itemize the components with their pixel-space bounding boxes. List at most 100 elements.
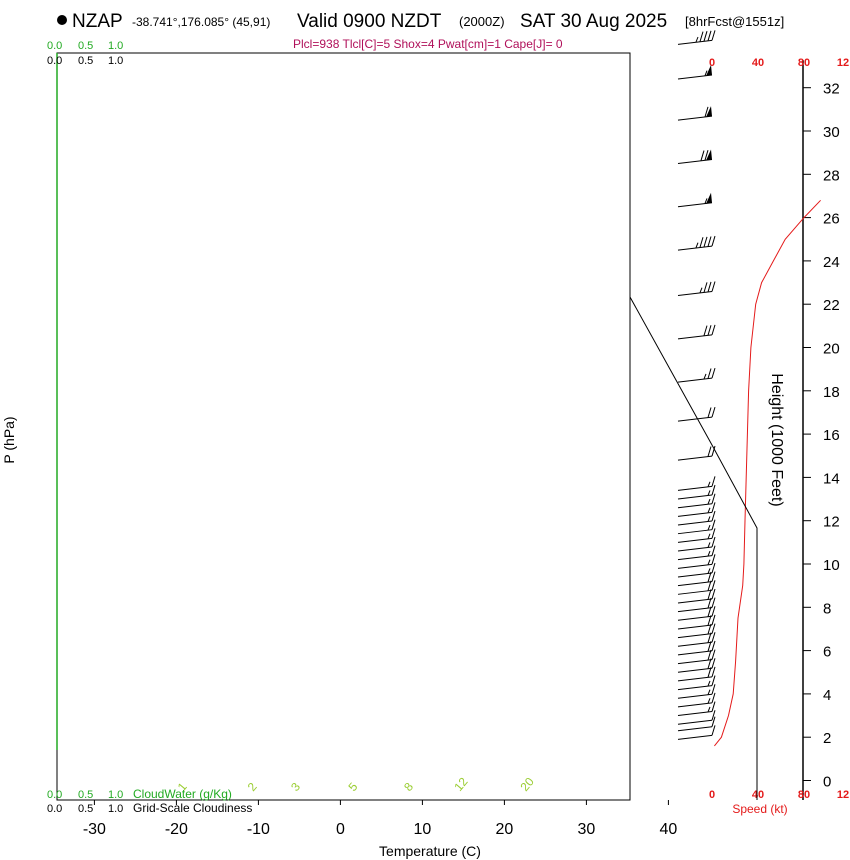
utc-time: (2000Z): [459, 14, 505, 29]
wind-barb: [677, 30, 716, 45]
wind-barb: [677, 684, 716, 699]
height-tick-label: 26: [823, 211, 840, 228]
height-tick-label: 0: [823, 774, 831, 791]
forecast-date: SAT 30 Aug 2025: [520, 11, 667, 32]
wind-barb: [677, 502, 716, 517]
temperature-tick-label: 40: [660, 821, 678, 838]
temperature-tick-label: 10: [414, 821, 432, 838]
wind-barb: [677, 476, 716, 491]
height-tick-label: 4: [823, 687, 831, 704]
mixing-ratio-label: 20: [517, 774, 537, 793]
cloudwater-label: CloudWater (g/Kg): [133, 787, 232, 801]
wind-barb: [677, 632, 716, 647]
mixing-ratio-label: 2: [245, 780, 260, 794]
wind-barb: [677, 106, 713, 121]
mixing-ratio-label: 8: [401, 780, 416, 794]
station-coords: -38.741°,176.085° (45,91): [132, 15, 270, 29]
cloudiness-scale-top: 0.0: [47, 55, 62, 67]
wind-barb: [677, 493, 716, 509]
cloudiness-scale-top: 1.0: [108, 55, 123, 67]
wind-barb: [677, 149, 713, 164]
wind-barb: [677, 484, 716, 500]
wind-barb: [677, 562, 716, 578]
wind-barb: [677, 658, 716, 673]
temperature-tick-label: 30: [578, 821, 596, 838]
wind-barb: [677, 554, 716, 569]
plot-frame: [56, 52, 631, 801]
speed-tick-label-top: 12: [837, 57, 849, 69]
cloudiness-scale-bottom: 0.5: [78, 803, 93, 815]
temperature-tick-label: -20: [165, 821, 188, 838]
station-bullet-icon: [57, 15, 67, 25]
height-tick-label: 14: [823, 470, 840, 487]
cloudwater-scale-bottom: 1.0: [108, 789, 123, 801]
wind-barb: [677, 510, 716, 526]
height-tick-label: 28: [823, 167, 840, 184]
cloudiness-scale-bottom: 1.0: [108, 803, 123, 815]
height-tick-label: 24: [823, 254, 840, 271]
wind-barb: [677, 519, 716, 535]
wind-barb: [677, 649, 716, 665]
speed-tick-label-top: 80: [798, 57, 810, 69]
height-tick-label: 30: [823, 124, 840, 141]
cloudwater-scale-top: 1.0: [108, 40, 123, 52]
wind-barb: [677, 606, 716, 621]
cloudiness-scale-bottom: 0.0: [47, 803, 62, 815]
height-tick-label: 6: [823, 644, 831, 661]
cloudiness-scale-top: 0.5: [78, 55, 93, 67]
height-tick-label: 16: [823, 427, 840, 444]
valid-time: Valid 0900 NZDT: [297, 11, 442, 32]
wind-barb: [677, 528, 716, 543]
sounding-indices: Plcl=938 Tlcl[C]=5 Shox=4 Pwat[cm]=1 Cap…: [293, 37, 563, 51]
station-id: NZAP: [72, 11, 123, 32]
wind-barb: [677, 281, 716, 297]
cloudwater-scale-bottom: 0.0: [47, 789, 62, 801]
speed-tick-label-bottom: 12: [837, 789, 849, 801]
wind-barb: [677, 692, 716, 708]
wind-barb: [677, 545, 716, 561]
forecast-info: [8hrFcst@1551z]: [685, 14, 784, 29]
y-axis-label: P (hPa): [1, 416, 17, 463]
temperature-tick-label: -30: [83, 821, 106, 838]
height-tick-label: 32: [823, 81, 840, 98]
wind-barb: [677, 614, 716, 630]
height-tick-label: 2: [823, 730, 831, 747]
speed-tick-label-bottom: 0: [709, 789, 715, 801]
mixing-ratio-label: 3: [288, 780, 303, 794]
wind-speed-profile: [714, 199, 821, 747]
cloudwater-scale-bottom: 0.5: [78, 789, 93, 801]
mixing-ratio-label: 5: [345, 780, 360, 794]
mixing-ratio-label: 12: [451, 774, 471, 793]
wind-barb: [677, 640, 716, 656]
wind-barb: [677, 536, 716, 552]
wind-barb: [677, 445, 716, 461]
wind-barb: [677, 406, 716, 422]
temperature-tick-label: 20: [496, 821, 514, 838]
wind-barb: [677, 725, 716, 740]
height-tick-label: 22: [823, 297, 840, 314]
speed-tick-label-bottom: 40: [752, 789, 764, 801]
temperature-tick-label: 0: [336, 821, 345, 838]
wind-barb: [677, 710, 716, 725]
cloudiness-label: Grid-Scale Cloudiness: [133, 801, 252, 815]
wind-barb: [677, 597, 716, 613]
wind-barb: [677, 367, 716, 383]
wind-barb: [677, 701, 716, 717]
height-tick-label: 18: [823, 384, 840, 401]
height-tick-label: 20: [823, 341, 840, 358]
temperature-tick-label: -10: [247, 821, 270, 838]
wind-barb: [677, 666, 716, 682]
wind-barb: [677, 324, 716, 340]
plot-boundary: [629, 53, 758, 800]
wind-barb: [677, 588, 716, 604]
speed-tick-label-bottom: 80: [798, 789, 810, 801]
x-axis-label: Temperature (C): [379, 843, 481, 859]
height-tick-label: 8: [823, 600, 831, 617]
cloudwater-scale-top: 0.0: [47, 40, 62, 52]
height-tick-label: 12: [823, 514, 840, 531]
cloudwater-scale-top: 0.5: [78, 40, 93, 52]
wind-barb: [677, 192, 713, 208]
wind-barb: [677, 571, 716, 587]
wind-barb: [677, 580, 716, 595]
